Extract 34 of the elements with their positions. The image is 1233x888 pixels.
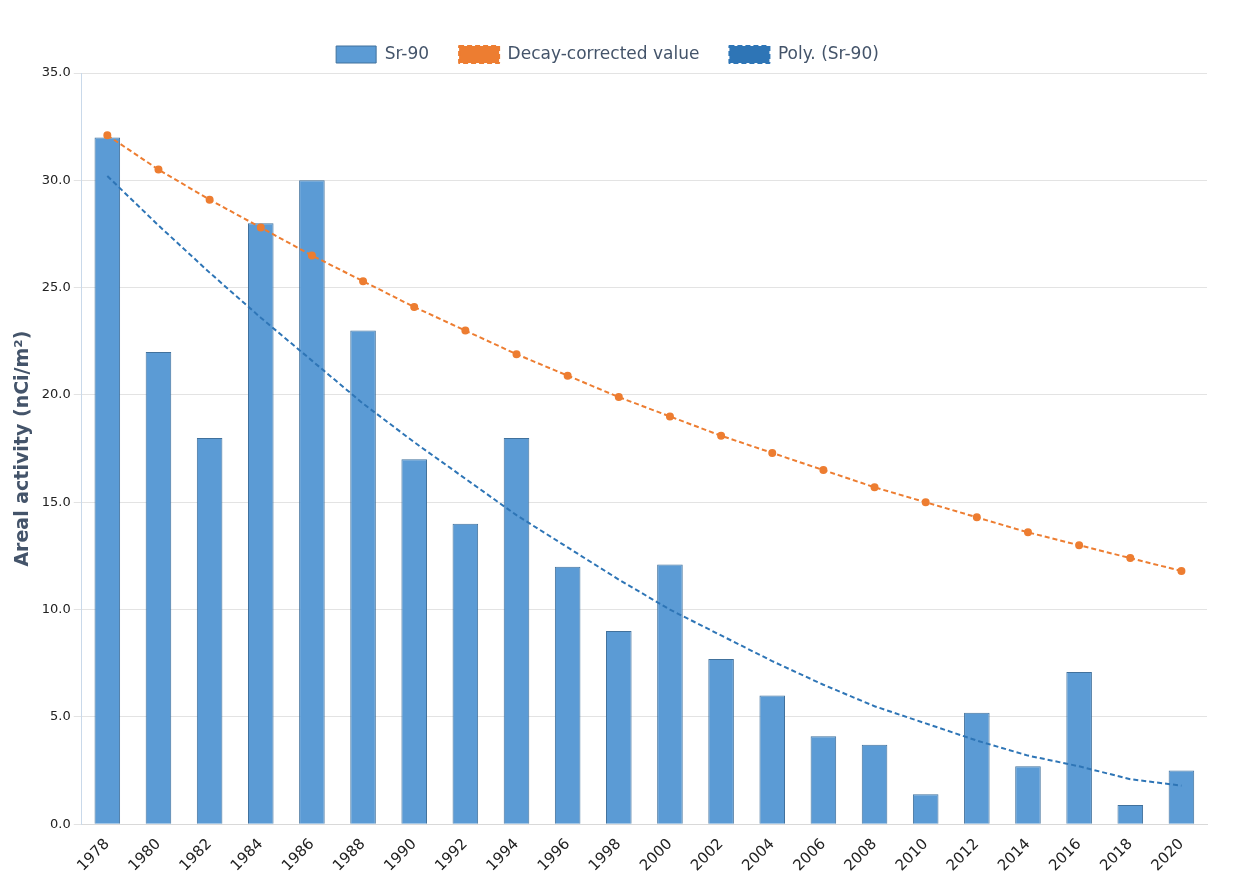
y-tick-label: 5.0 (50, 708, 71, 724)
point (1126, 554, 1135, 563)
y-tick-label: 25.0 (41, 279, 71, 295)
y-tick-label: 20.0 (41, 386, 71, 402)
point (256, 223, 265, 232)
point (614, 393, 623, 402)
point (154, 165, 163, 174)
point (921, 498, 930, 507)
point (563, 371, 572, 380)
point (307, 251, 316, 260)
point (665, 412, 674, 421)
point (870, 483, 879, 492)
point (512, 350, 521, 359)
y-tick-label: 10.0 (41, 601, 71, 616)
y-tick-label: 30.0 (41, 171, 71, 187)
point (1075, 541, 1084, 550)
y-tick-label: 15.0 (41, 493, 71, 509)
point (1023, 528, 1032, 537)
point (972, 513, 981, 522)
point (1177, 566, 1186, 575)
y-tick-label: 35.0 (41, 64, 71, 80)
point (410, 302, 419, 311)
point (205, 195, 214, 204)
point (717, 431, 726, 440)
point (819, 466, 828, 475)
point (103, 131, 112, 140)
y-axis-title: Areal activity (nCi/m²) (10, 330, 33, 567)
legend-label: Poly. (Sr-90) (777, 42, 879, 63)
point (768, 448, 777, 457)
point (359, 277, 368, 286)
legend-label: Decay-corrected value (507, 42, 700, 63)
point (461, 326, 470, 335)
legend-label: Sr-90 (384, 42, 430, 63)
y-tick-label: 0.0 (50, 815, 71, 831)
